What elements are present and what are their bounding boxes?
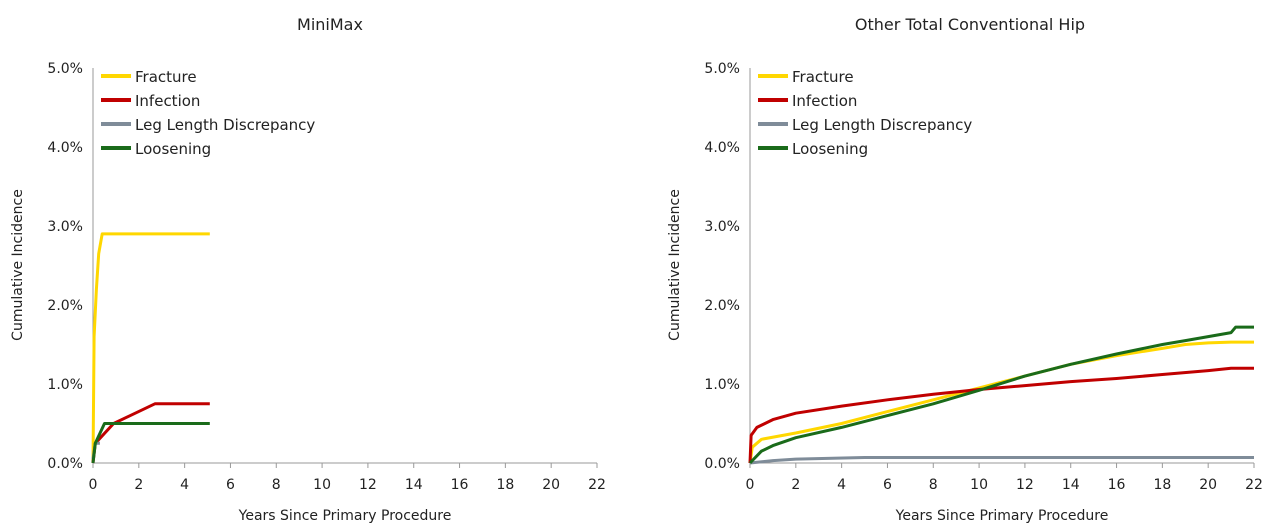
legend-label: Leg Length Discrepancy [792,116,972,134]
x-tick-label: 2 [134,477,143,493]
x-tick-label: 0 [746,477,755,493]
series-line-infection [91,402,210,464]
x-tick-label: 4 [180,477,189,493]
x-tick-label: 22 [588,477,606,493]
legend-label: Loosening [792,140,868,158]
y-axis-label: Cumulative Incidence [667,189,683,341]
x-tick-label: 10 [313,477,331,493]
legend-label: Fracture [135,68,197,86]
series-line-fracture [748,340,1254,464]
chart-panel-other-total-conventional-hip: Other Total Conventional Hip Cumulative … [667,15,1263,524]
y-tick-label: 5.0% [47,61,83,77]
legend: Fracture Infection Leg Length Discrepancy L… [758,68,972,158]
chart-panel-minimax: MiniMax Cumulative Incidence Years Since… [10,15,606,524]
x-ticks: 0 2 4 6 8 10 12 14 16 18 20 22 [89,463,606,493]
y-tick-label: 0.0% [704,456,740,472]
x-tick-label: 16 [1108,477,1126,493]
series-line-leg-length-discrepancy [749,456,1254,465]
legend-label: Leg Length Discrepancy [135,116,315,134]
y-tick-label: 1.0% [47,377,83,393]
y-tick-label: 0.0% [47,456,83,472]
x-tick-label: 14 [1062,477,1080,493]
legend-label: Infection [792,92,857,110]
legend-label: Loosening [135,140,211,158]
plot-area [91,68,597,464]
x-axis-label: Years Since Primary Procedure [895,508,1109,524]
plot-area [748,68,1254,465]
chart-title: MiniMax [297,15,363,34]
x-tick-label: 12 [359,477,377,493]
x-tick-label: 2 [791,477,800,493]
x-tick-label: 4 [837,477,846,493]
legend-label: Fracture [792,68,854,86]
x-tick-label: 6 [226,477,235,493]
x-tick-label: 20 [542,477,560,493]
series-line-loosening [91,422,210,464]
x-axis-label: Years Since Primary Procedure [238,508,452,524]
y-tick-label: 4.0% [47,140,83,156]
x-tick-label: 10 [970,477,988,493]
x-ticks: 0 2 4 6 8 10 12 14 16 18 20 22 [746,463,1263,493]
x-tick-label: 12 [1016,477,1034,493]
y-tick-label: 3.0% [704,219,740,235]
x-tick-label: 6 [883,477,892,493]
y-tick-label: 3.0% [47,219,83,235]
x-tick-label: 22 [1245,477,1263,493]
y-axis-label: Cumulative Incidence [10,189,26,341]
legend: Fracture Infection Leg Length Discrepancy L… [101,68,315,158]
y-ticks: 0.0% 1.0% 2.0% 3.0% 4.0% 5.0% [47,61,83,472]
series-line-fracture [91,232,210,464]
x-tick-label: 18 [1153,477,1171,493]
x-tick-label: 14 [405,477,423,493]
y-ticks: 0.0% 1.0% 2.0% 3.0% 4.0% 5.0% [704,61,740,472]
chart-title: Other Total Conventional Hip [855,15,1085,34]
x-tick-label: 16 [451,477,469,493]
y-tick-label: 5.0% [704,61,740,77]
legend-label: Infection [135,92,200,110]
series-line-loosening [748,325,1254,465]
x-tick-label: 8 [272,477,281,493]
y-tick-label: 1.0% [704,377,740,393]
y-tick-label: 2.0% [704,298,740,314]
x-tick-label: 20 [1199,477,1217,493]
x-tick-label: 8 [929,477,938,493]
x-tick-label: 18 [496,477,514,493]
x-tick-label: 0 [89,477,98,493]
series-line-infection [748,366,1254,464]
y-tick-label: 2.0% [47,298,83,314]
y-tick-label: 4.0% [704,140,740,156]
